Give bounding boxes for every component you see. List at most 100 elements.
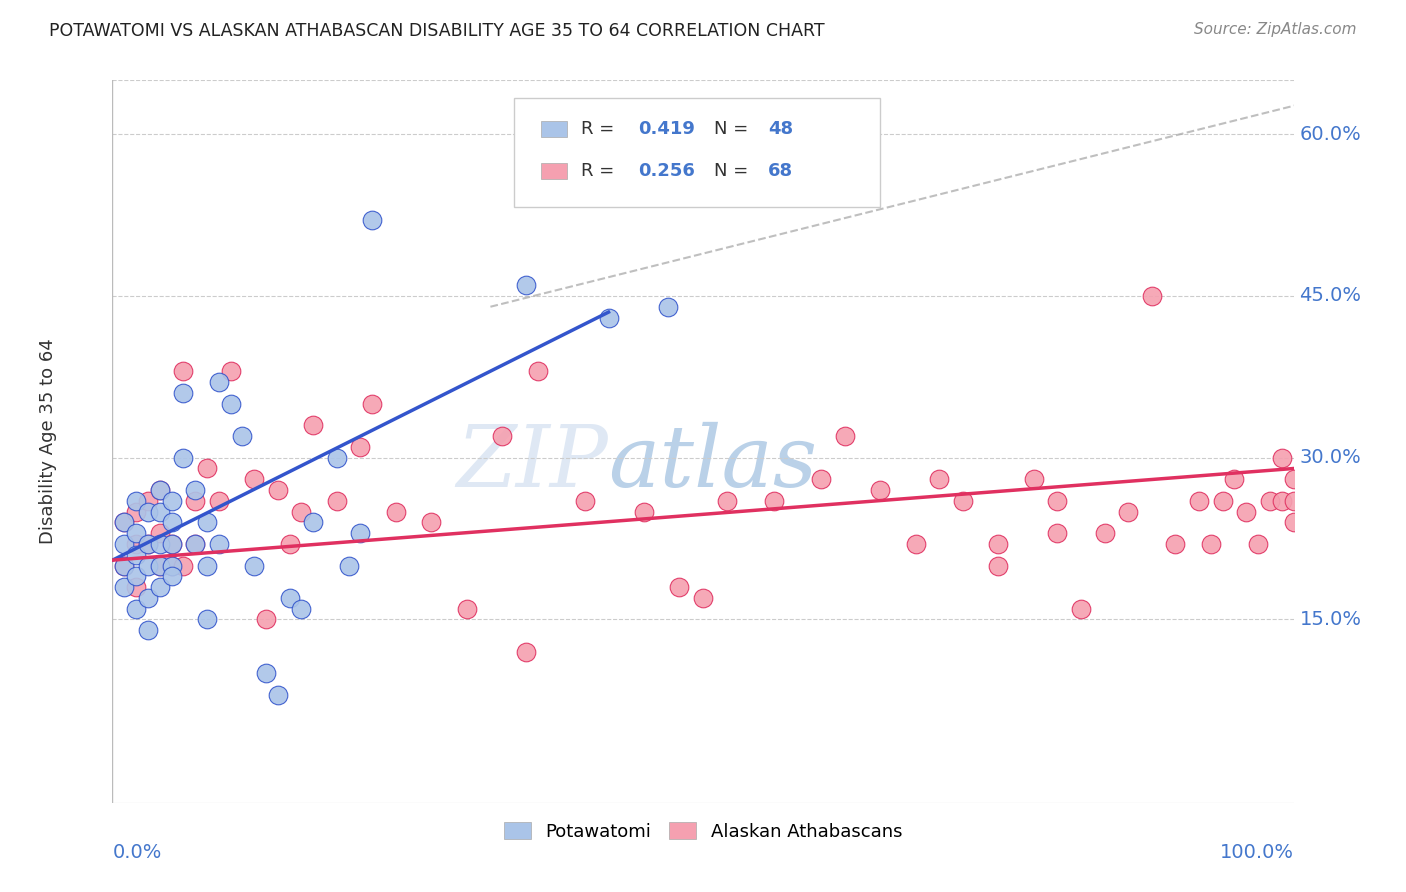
Point — [904, 537, 927, 551]
Point — [987, 558, 1010, 573]
Text: 60.0%: 60.0% — [1299, 125, 1361, 144]
FancyBboxPatch shape — [541, 121, 567, 137]
Point — [125, 569, 148, 583]
Point — [810, 472, 832, 486]
Point — [1022, 472, 1045, 486]
Point — [231, 429, 253, 443]
Text: ZIP: ZIP — [457, 422, 609, 505]
Point — [574, 493, 596, 508]
Point — [195, 516, 218, 530]
Text: N =: N = — [714, 161, 754, 179]
Point — [385, 505, 408, 519]
Point — [1070, 601, 1092, 615]
Point — [254, 666, 277, 681]
Point — [290, 505, 312, 519]
Point — [136, 537, 159, 551]
Point — [716, 493, 738, 508]
Point — [160, 558, 183, 573]
Point — [1164, 537, 1187, 551]
Point — [125, 548, 148, 562]
Point — [160, 493, 183, 508]
Point — [243, 472, 266, 486]
Point — [195, 612, 218, 626]
Point — [125, 493, 148, 508]
Point — [149, 580, 172, 594]
Point — [290, 601, 312, 615]
Point — [278, 591, 301, 605]
Point — [160, 569, 183, 583]
Point — [149, 483, 172, 497]
Point — [1234, 505, 1257, 519]
Point — [219, 397, 242, 411]
Point — [267, 483, 290, 497]
Point — [172, 386, 194, 401]
Point — [149, 483, 172, 497]
Point — [208, 493, 231, 508]
Point — [515, 278, 537, 293]
Point — [1188, 493, 1211, 508]
Point — [149, 558, 172, 573]
Point — [1223, 472, 1246, 486]
FancyBboxPatch shape — [515, 98, 880, 207]
Point — [1199, 537, 1222, 551]
Text: 0.419: 0.419 — [638, 120, 695, 138]
Point — [149, 558, 172, 573]
Text: Disability Age 35 to 64: Disability Age 35 to 64 — [38, 339, 56, 544]
Text: N =: N = — [714, 120, 754, 138]
Point — [136, 591, 159, 605]
Point — [208, 376, 231, 390]
Text: R =: R = — [581, 120, 620, 138]
Text: R =: R = — [581, 161, 620, 179]
Point — [219, 364, 242, 378]
Point — [278, 537, 301, 551]
Text: 100.0%: 100.0% — [1219, 843, 1294, 862]
Text: Source: ZipAtlas.com: Source: ZipAtlas.com — [1194, 22, 1357, 37]
Point — [928, 472, 950, 486]
Point — [208, 537, 231, 551]
Point — [491, 429, 513, 443]
Point — [112, 558, 135, 573]
Point — [172, 450, 194, 465]
Point — [136, 505, 159, 519]
Point — [160, 537, 183, 551]
Point — [160, 537, 183, 551]
Point — [184, 493, 207, 508]
Point — [136, 558, 159, 573]
Point — [125, 580, 148, 594]
Point — [112, 580, 135, 594]
Text: 30.0%: 30.0% — [1299, 448, 1361, 467]
Point — [456, 601, 478, 615]
Point — [834, 429, 856, 443]
Point — [112, 516, 135, 530]
Point — [243, 558, 266, 573]
Text: 45.0%: 45.0% — [1299, 286, 1361, 305]
Point — [657, 300, 679, 314]
Point — [349, 526, 371, 541]
Point — [149, 505, 172, 519]
Point — [1046, 493, 1069, 508]
Point — [184, 537, 207, 551]
Point — [692, 591, 714, 605]
Point — [1046, 526, 1069, 541]
Point — [1271, 493, 1294, 508]
Point — [869, 483, 891, 497]
Point — [361, 397, 384, 411]
Point — [195, 558, 218, 573]
Point — [349, 440, 371, 454]
FancyBboxPatch shape — [541, 162, 567, 178]
Text: POTAWATOMI VS ALASKAN ATHABASCAN DISABILITY AGE 35 TO 64 CORRELATION CHART: POTAWATOMI VS ALASKAN ATHABASCAN DISABIL… — [49, 22, 825, 40]
Point — [184, 537, 207, 551]
Point — [112, 516, 135, 530]
Point — [1094, 526, 1116, 541]
Point — [1282, 472, 1305, 486]
Point — [302, 418, 325, 433]
Point — [149, 537, 172, 551]
Point — [172, 558, 194, 573]
Point — [136, 537, 159, 551]
Point — [1247, 537, 1270, 551]
Point — [952, 493, 974, 508]
Point — [668, 580, 690, 594]
Point — [326, 450, 349, 465]
Point — [136, 493, 159, 508]
Point — [1258, 493, 1281, 508]
